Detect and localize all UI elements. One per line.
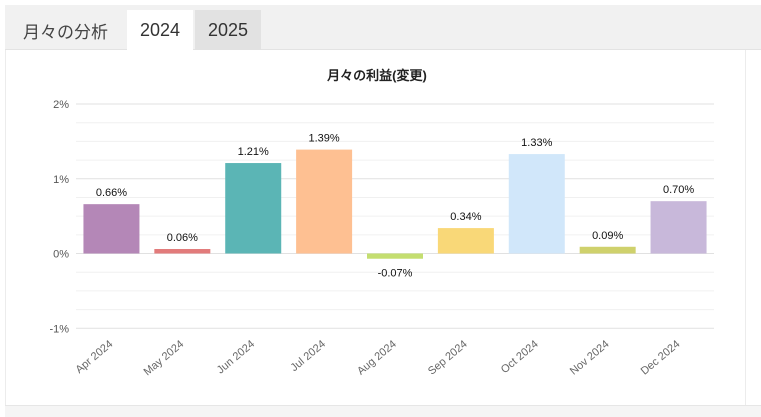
x-tick-label: Sep 2024 bbox=[426, 338, 470, 377]
grid-lines bbox=[76, 103, 714, 329]
x-tick-label: Jun 2024 bbox=[215, 338, 257, 376]
data-label: 0.06% bbox=[167, 232, 198, 244]
data-labels: 0.66% 0.06% 1.21% 1.39% -0.07% 0.34% 1.33% 0.09… bbox=[96, 133, 695, 280]
bar-jun-2024[interactable] bbox=[225, 163, 282, 254]
data-label: 1.33% bbox=[521, 137, 552, 149]
y-tick-label: 0% bbox=[53, 249, 69, 261]
bar-apr-2024[interactable] bbox=[83, 204, 140, 254]
x-tick-label: Apr 2024 bbox=[73, 338, 115, 376]
data-label: 0.34% bbox=[450, 211, 481, 223]
data-label: -0.07% bbox=[378, 268, 413, 280]
y-tick-label: 1% bbox=[53, 174, 69, 186]
bar-aug-2024[interactable] bbox=[367, 253, 423, 259]
x-tick-label: May 2024 bbox=[142, 338, 187, 378]
bar-jul-2024[interactable] bbox=[296, 149, 353, 254]
x-tick-label: Dec 2024 bbox=[639, 338, 683, 377]
data-label: 1.21% bbox=[238, 146, 269, 158]
x-tick-label: Nov 2024 bbox=[568, 338, 612, 377]
y-axis-ticks: 2% 1% 0% -1% bbox=[49, 99, 69, 335]
bar-may-2024[interactable] bbox=[154, 249, 211, 254]
tab-2024[interactable]: 2024 bbox=[127, 10, 193, 50]
chart-title: 月々の利益(変更) bbox=[326, 68, 427, 83]
data-label: 1.39% bbox=[309, 133, 340, 145]
x-tick-label: Oct 2024 bbox=[499, 338, 541, 376]
x-axis-ticks: Apr 2024 May 2024 Jun 2024 Jul 2024 Aug 2024… bbox=[73, 338, 682, 378]
data-label: 0.70% bbox=[663, 184, 694, 196]
panel-footer bbox=[5, 405, 761, 417]
bar-oct-2024[interactable] bbox=[508, 154, 565, 254]
y-tick-label: -1% bbox=[49, 323, 69, 335]
bar-dec-2024[interactable] bbox=[650, 201, 707, 254]
x-tick-label: Aug 2024 bbox=[355, 338, 399, 377]
data-label: 0.66% bbox=[96, 187, 127, 199]
bar-nov-2024[interactable] bbox=[579, 246, 636, 254]
tab-bar: 月々の分析 2024 2025 bbox=[5, 5, 761, 50]
y-tick-label: 2% bbox=[53, 99, 69, 111]
tab-2025[interactable]: 2025 bbox=[195, 10, 261, 50]
bar-sep-2024[interactable] bbox=[437, 228, 494, 254]
x-tick-label: Jul 2024 bbox=[288, 338, 328, 374]
bars bbox=[83, 149, 707, 259]
section-label: 月々の分析 bbox=[23, 22, 108, 42]
data-label: 0.09% bbox=[592, 230, 623, 242]
